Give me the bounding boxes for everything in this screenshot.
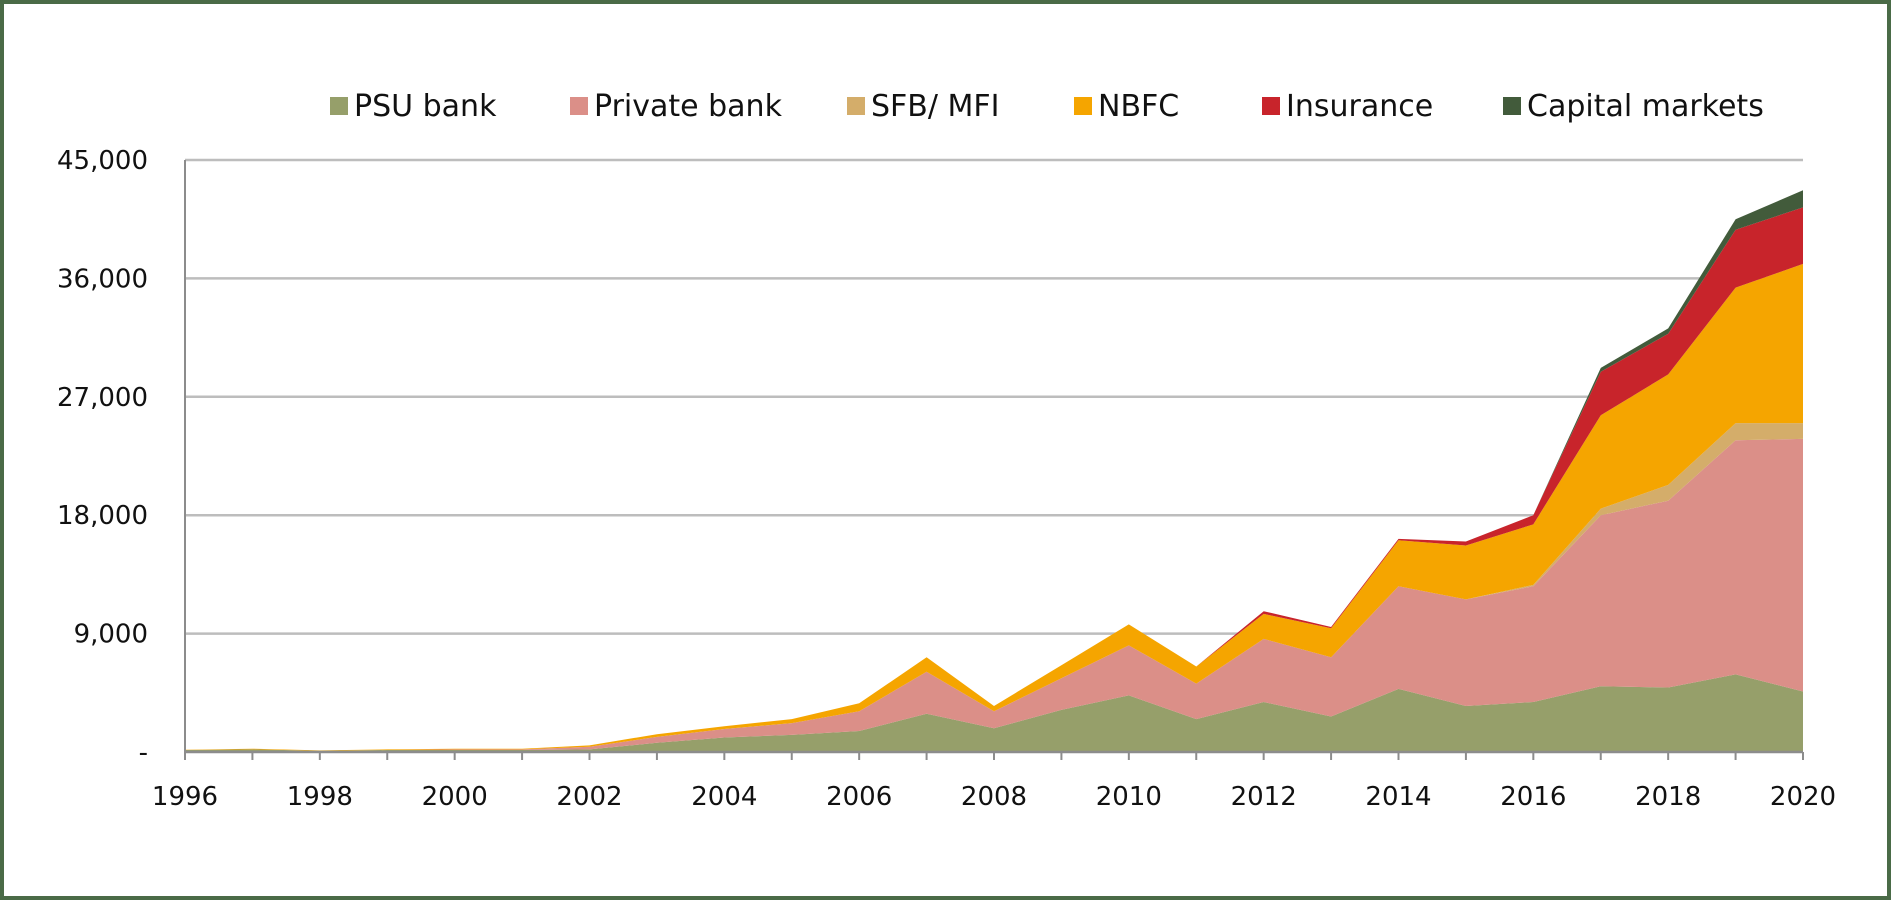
legend-item: Insurance — [1262, 89, 1433, 124]
legend-item: Capital markets — [1503, 89, 1764, 124]
y-tick-label: 45,000 — [57, 146, 148, 176]
x-tick-label: 2014 — [1365, 782, 1431, 812]
area-private-bank — [185, 438, 1803, 751]
legend-item: PSU bank — [330, 89, 497, 124]
x-tick-label: 2000 — [422, 782, 488, 812]
legend-item: NBFC — [1074, 89, 1179, 124]
x-tick-label: 2018 — [1635, 782, 1701, 812]
legend-swatch — [1503, 97, 1521, 115]
x-tick-label: 2012 — [1231, 782, 1297, 812]
legend-swatch — [330, 97, 348, 115]
x-tick-label: 2008 — [961, 782, 1027, 812]
x-tick-label: 2004 — [691, 782, 757, 812]
legend-swatch — [847, 97, 865, 115]
legend-label: Insurance — [1286, 89, 1433, 124]
y-tick-label: 27,000 — [57, 383, 148, 413]
y-tick-label: 9,000 — [74, 620, 148, 650]
legend: PSU bank Private bank SFB/ MFI NBFC Insuranc… — [330, 89, 1764, 124]
area-psu-bank — [185, 674, 1803, 752]
x-tick-label: 2006 — [826, 782, 892, 812]
plot-areas — [185, 190, 1803, 752]
x-tick-label: 2016 — [1500, 782, 1566, 812]
x-tick-label: 1998 — [287, 782, 353, 812]
axes: - 9,000 18,000 27,000 36,000 45,000 1996 1998 20… — [57, 146, 1836, 812]
legend-label: NBFC — [1098, 89, 1179, 124]
legend-label: PSU bank — [354, 89, 497, 124]
legend-label: Capital markets — [1527, 89, 1764, 124]
x-tick-label: 2020 — [1770, 782, 1836, 812]
legend-swatch — [1262, 97, 1280, 115]
x-tick-label: 2002 — [556, 782, 622, 812]
legend-swatch — [570, 97, 588, 115]
x-tick-label: 2010 — [1096, 782, 1162, 812]
y-tick-label: 18,000 — [57, 501, 148, 531]
legend-label: Private bank — [594, 89, 783, 124]
legend-item: SFB/ MFI — [847, 89, 1000, 124]
x-tick-label: 1996 — [152, 782, 218, 812]
legend-swatch — [1074, 97, 1092, 115]
legend-label: SFB/ MFI — [871, 89, 1000, 124]
legend-item: Private bank — [570, 89, 783, 124]
y-tick-label: 36,000 — [57, 264, 148, 294]
y-tick-label: - — [139, 738, 148, 768]
